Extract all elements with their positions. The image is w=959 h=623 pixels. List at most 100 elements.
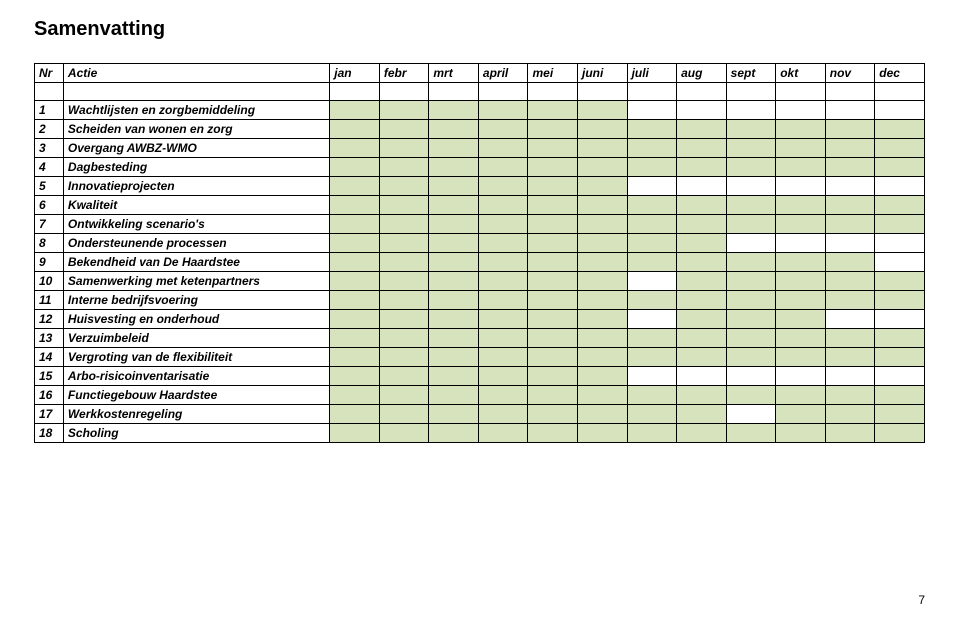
cell-month xyxy=(677,348,727,367)
cell-month xyxy=(825,367,875,386)
cell-month xyxy=(379,101,429,120)
cell-month xyxy=(825,101,875,120)
cell-nr: 2 xyxy=(35,120,64,139)
cell-actie: Verzuimbeleid xyxy=(63,329,329,348)
cell-nr: 5 xyxy=(35,177,64,196)
cell-month xyxy=(776,367,826,386)
col-actie: Actie xyxy=(63,64,329,83)
cell-month xyxy=(677,215,727,234)
cell-actie: Bekendheid van De Haardstee xyxy=(63,253,329,272)
cell-month xyxy=(578,348,628,367)
cell-month xyxy=(578,177,628,196)
cell-month xyxy=(528,348,578,367)
cell-month xyxy=(825,424,875,443)
cell-month xyxy=(875,329,925,348)
cell-month xyxy=(627,158,677,177)
cell-month xyxy=(677,329,727,348)
cell-month xyxy=(578,367,628,386)
cell-month xyxy=(478,253,528,272)
cell-month xyxy=(429,234,479,253)
cell-month xyxy=(875,253,925,272)
cell-actie: Samenwerking met ketenpartners xyxy=(63,272,329,291)
cell-month xyxy=(528,234,578,253)
cell-month xyxy=(825,177,875,196)
cell-month xyxy=(776,291,826,310)
col-month: okt xyxy=(776,64,826,83)
col-nr: Nr xyxy=(35,64,64,83)
cell-month xyxy=(677,158,727,177)
cell-month xyxy=(825,291,875,310)
cell-month xyxy=(330,120,380,139)
cell-month xyxy=(578,196,628,215)
cell-month xyxy=(528,101,578,120)
cell-nr: 13 xyxy=(35,329,64,348)
cell-month xyxy=(627,310,677,329)
cell-month xyxy=(627,329,677,348)
cell-month xyxy=(776,272,826,291)
cell-month xyxy=(627,253,677,272)
col-month: nov xyxy=(825,64,875,83)
cell-month xyxy=(330,291,380,310)
table-row: 1Wachtlijsten en zorgbemiddeling xyxy=(35,101,925,120)
cell-month xyxy=(627,101,677,120)
cell-actie: Arbo-risicoinventarisatie xyxy=(63,367,329,386)
cell-month xyxy=(429,215,479,234)
table-row: 11Interne bedrijfsvoering xyxy=(35,291,925,310)
cell-month xyxy=(330,101,380,120)
cell-month xyxy=(776,234,826,253)
cell-month xyxy=(776,424,826,443)
cell-month xyxy=(379,215,429,234)
cell-actie: Functiegebouw Haardstee xyxy=(63,386,329,405)
cell-month xyxy=(875,405,925,424)
cell-month xyxy=(528,120,578,139)
col-month: juli xyxy=(627,64,677,83)
cell-month xyxy=(330,367,380,386)
cell-month xyxy=(528,158,578,177)
cell-month xyxy=(429,348,479,367)
cell-month xyxy=(528,196,578,215)
cell-month xyxy=(528,386,578,405)
cell-month xyxy=(578,291,628,310)
cell-month xyxy=(429,177,479,196)
cell-month xyxy=(330,215,380,234)
cell-month xyxy=(429,196,479,215)
cell-month xyxy=(776,348,826,367)
page: Samenvatting Nr Actie jan febr mrt april… xyxy=(0,0,959,623)
cell-actie: Scholing xyxy=(63,424,329,443)
cell-month xyxy=(677,367,727,386)
cell-actie: Werkkostenregeling xyxy=(63,405,329,424)
cell-month xyxy=(825,120,875,139)
cell-month xyxy=(379,177,429,196)
table-row: 18Scholing xyxy=(35,424,925,443)
cell-month xyxy=(429,253,479,272)
cell-month xyxy=(677,405,727,424)
cell-month xyxy=(825,215,875,234)
col-month: jan xyxy=(330,64,380,83)
cell-month xyxy=(825,253,875,272)
cell-month xyxy=(776,101,826,120)
cell-month xyxy=(330,386,380,405)
cell-month xyxy=(478,177,528,196)
cell-month xyxy=(726,405,776,424)
cell-month xyxy=(677,272,727,291)
cell-month xyxy=(578,215,628,234)
cell-month xyxy=(677,424,727,443)
table-row: 8Ondersteunende processen xyxy=(35,234,925,253)
cell-month xyxy=(776,405,826,424)
cell-month xyxy=(578,405,628,424)
cell-nr: 4 xyxy=(35,158,64,177)
cell-month xyxy=(578,310,628,329)
cell-month xyxy=(677,234,727,253)
cell-nr: 16 xyxy=(35,386,64,405)
col-month: mei xyxy=(528,64,578,83)
cell-month xyxy=(627,348,677,367)
cell-month xyxy=(627,177,677,196)
cell-month xyxy=(528,367,578,386)
cell-month xyxy=(330,158,380,177)
cell-nr: 7 xyxy=(35,215,64,234)
cell-month xyxy=(330,177,380,196)
table-row: 17Werkkostenregeling xyxy=(35,405,925,424)
cell-month xyxy=(578,234,628,253)
table-row: 14Vergroting van de flexibiliteit xyxy=(35,348,925,367)
cell-month xyxy=(379,253,429,272)
